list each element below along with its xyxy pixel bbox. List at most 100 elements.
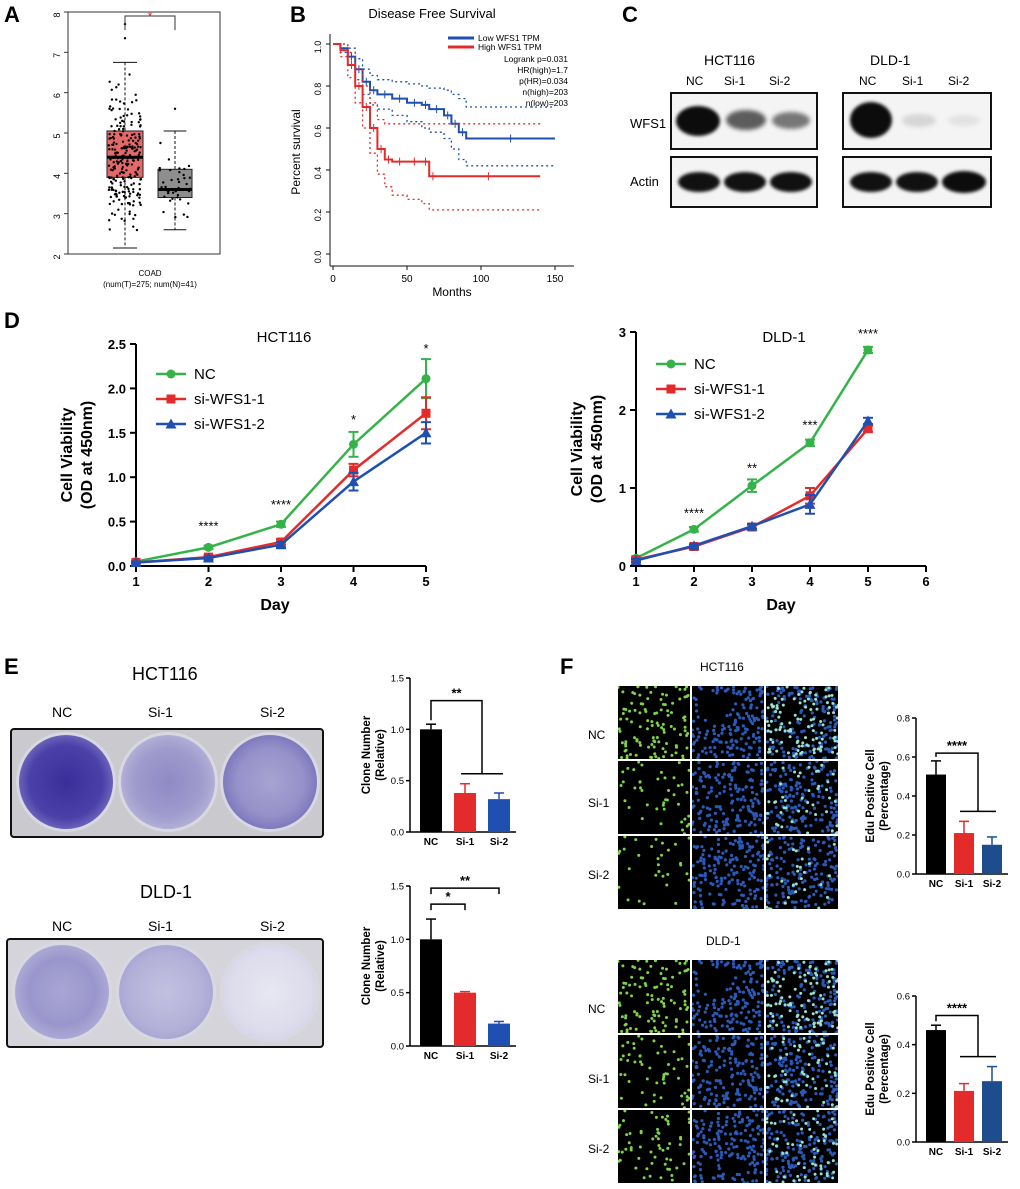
edu-nucleus — [771, 1142, 775, 1146]
dapi-nucleus — [802, 1157, 806, 1161]
edu-nucleus — [682, 716, 686, 720]
dapi-nucleus — [722, 726, 726, 731]
dapi-nucleus — [745, 985, 749, 990]
dapi-nucleus — [717, 781, 721, 785]
dapi-nucleus — [694, 1120, 699, 1124]
edu-nucleus — [833, 1073, 837, 1077]
data-point — [112, 161, 115, 164]
edu-nucleus — [687, 1088, 691, 1092]
edu-nucleus — [802, 686, 806, 690]
y-tick-label: 0.6 — [313, 125, 323, 138]
merge-channel-tile — [764, 1108, 839, 1185]
dapi-nucleus — [744, 1059, 748, 1063]
dapi-nucleus — [691, 772, 695, 777]
dapi-nucleus — [751, 854, 755, 858]
dapi-nucleus — [692, 884, 696, 888]
wb-band — [948, 115, 980, 126]
edu-nucleus — [807, 765, 811, 769]
wb-dld1-lane-si2: Si-2 — [948, 74, 970, 88]
data-marker — [349, 465, 358, 475]
data-point — [119, 125, 122, 128]
edu-nucleus — [806, 1075, 810, 1079]
edu-nucleus — [835, 705, 839, 709]
dapi-nucleus — [791, 1147, 796, 1151]
dapi-nucleus — [796, 858, 800, 862]
dapi-nucleus — [709, 1063, 713, 1067]
edu-nucleus — [626, 1058, 630, 1062]
edu-nucleus — [797, 1083, 801, 1087]
edu-nucleus — [653, 959, 657, 963]
dapi-nucleus — [770, 810, 774, 814]
dapi-nucleus — [702, 1044, 706, 1049]
dapi-nucleus — [757, 1020, 762, 1024]
edu-nucleus — [814, 697, 818, 701]
data-point — [122, 114, 125, 118]
edu-nucleus — [775, 1023, 779, 1027]
dapi-nucleus — [700, 1119, 704, 1123]
dapi-nucleus — [778, 816, 782, 820]
dapi-nucleus — [829, 789, 833, 793]
dapi-channel-tile — [690, 1108, 766, 1185]
dapi-nucleus — [827, 844, 831, 848]
edu-nucleus — [653, 752, 657, 756]
dapi-nucleus — [828, 820, 832, 825]
dapi-nucleus — [749, 1020, 753, 1024]
dapi-nucleus — [766, 966, 770, 970]
dapi-nucleus — [694, 786, 699, 791]
dapi-nucleus — [743, 884, 747, 888]
edu-nucleus — [808, 1127, 812, 1131]
edu-nucleus — [633, 1010, 637, 1014]
edu-nucleus — [793, 987, 797, 991]
dapi-nucleus — [819, 974, 823, 978]
dapi-nucleus — [794, 1057, 798, 1062]
dapi-nucleus — [802, 1144, 807, 1149]
dapi-nucleus — [787, 692, 791, 697]
dapi-nucleus — [821, 709, 825, 713]
data-point — [136, 168, 140, 171]
dapi-nucleus — [735, 712, 740, 716]
dapi-nucleus — [783, 881, 787, 885]
legend-marker — [166, 369, 176, 379]
edu-nucleus — [827, 968, 831, 972]
edu-nucleus — [681, 754, 685, 758]
dapi-nucleus — [715, 1094, 719, 1098]
data-marker — [421, 408, 431, 418]
dapi-nucleus — [715, 1153, 719, 1157]
edu-nucleus — [627, 1053, 631, 1057]
dapi-nucleus — [717, 1144, 721, 1148]
dapi-nucleus — [767, 901, 771, 905]
dapi-nucleus — [700, 845, 704, 849]
dapi-nucleus — [786, 1117, 790, 1121]
dapi-nucleus — [741, 724, 745, 728]
dapi-nucleus — [718, 740, 722, 744]
data-point — [133, 133, 136, 136]
dapi-nucleus — [732, 1119, 737, 1124]
dapi-nucleus — [724, 836, 728, 841]
dapi-nucleus — [717, 1123, 721, 1128]
dapi-nucleus — [758, 1092, 762, 1096]
dapi-nucleus — [828, 736, 832, 740]
edu-nucleus — [812, 702, 816, 706]
edu-nucleus — [824, 688, 828, 692]
dapi-nucleus — [739, 840, 744, 844]
dapi-nucleus — [771, 768, 775, 772]
dapi-nucleus — [756, 726, 761, 730]
legend-marker — [666, 384, 676, 394]
data-point — [130, 101, 134, 104]
bar-nc — [926, 774, 946, 874]
edu-dld1-row-nc: NC — [588, 1002, 606, 1016]
dapi-nucleus — [782, 1108, 786, 1113]
dapi-nucleus — [731, 842, 735, 846]
edu-hct116-row-nc: NC — [588, 728, 606, 742]
dapi-nucleus — [781, 1060, 785, 1064]
dapi-nucleus — [812, 1166, 816, 1171]
edu-nucleus — [822, 1133, 826, 1137]
dapi-nucleus — [764, 879, 769, 883]
edu-nucleus — [785, 1052, 789, 1056]
dapi-nucleus — [744, 742, 748, 746]
wb-hct116-actin-blot — [670, 156, 818, 208]
dapi-nucleus — [690, 1073, 695, 1077]
dapi-nucleus — [712, 863, 716, 868]
dapi-nucleus — [722, 1063, 726, 1067]
dapi-nucleus — [732, 1145, 736, 1149]
